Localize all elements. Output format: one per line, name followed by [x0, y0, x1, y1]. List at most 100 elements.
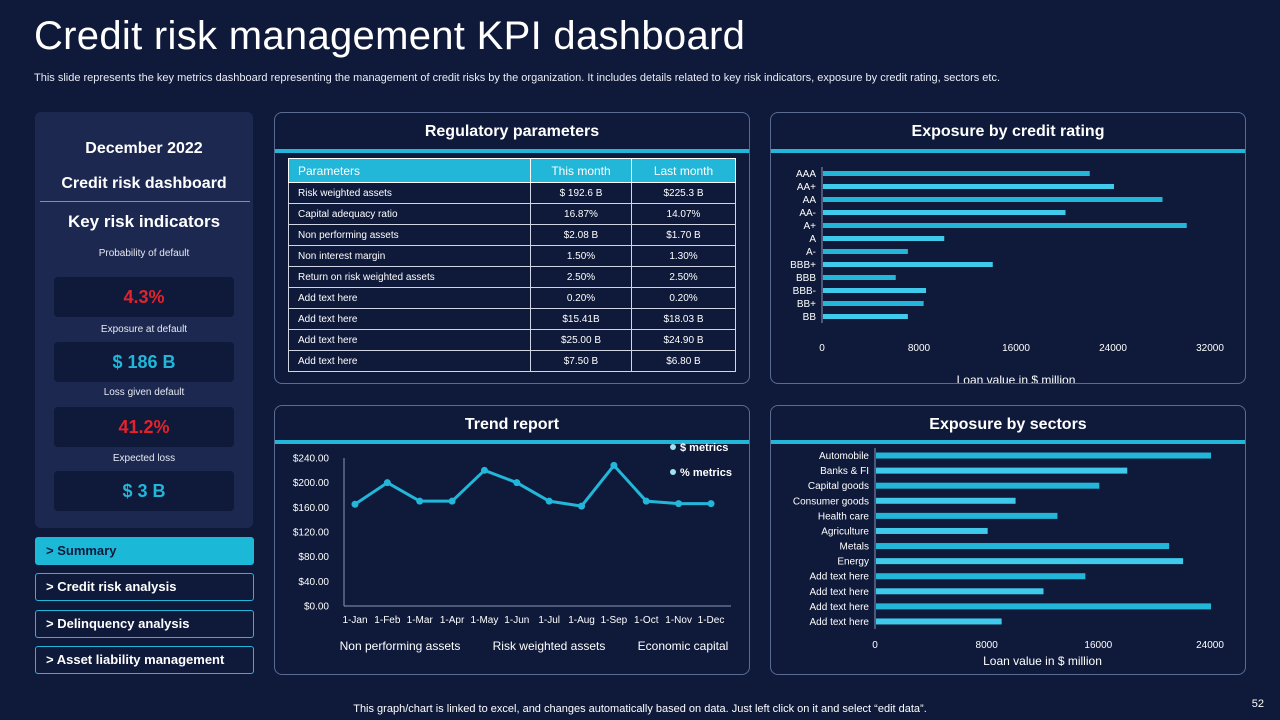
- table-cell: Non interest margin: [288, 245, 531, 267]
- table-cell: $15.41B: [530, 308, 632, 330]
- sectors-chart: Automobile Banks & FI Capital goods Consume…: [793, 448, 1224, 668]
- category-group-label: Risk weighted assets: [493, 639, 606, 653]
- tick-label: 8000: [976, 640, 999, 651]
- bar: [823, 301, 924, 306]
- bar: [876, 482, 1100, 489]
- table-cell: Capital adequacy ratio: [288, 203, 531, 225]
- category-label: AA-: [799, 208, 816, 219]
- tick-label: $120.00: [293, 528, 330, 539]
- category-group-label: Economic capital: [638, 639, 729, 653]
- category-label: A-: [806, 247, 816, 258]
- bar: [823, 184, 1114, 189]
- category-label: BB+: [797, 299, 816, 310]
- bar: [823, 262, 993, 267]
- table-row: Non performing assets $2.08 B $1.70 B: [288, 224, 736, 246]
- table-cell: $1.70 B: [631, 224, 736, 246]
- table-header-row: Parameters This month Last month: [288, 158, 736, 183]
- kri-panel: December 2022 Credit risk dashboard Key …: [35, 112, 253, 528]
- bar: [876, 467, 1128, 474]
- legend-marker: [670, 444, 676, 450]
- bar: [876, 512, 1058, 519]
- category-label: BBB+: [790, 260, 816, 271]
- divider: [40, 201, 250, 202]
- tick-label: $160.00: [293, 503, 330, 514]
- tick-label: 24000: [1196, 640, 1224, 651]
- kpi-label-el: Expected loss: [112, 453, 176, 464]
- table-cell: $24.90 B: [631, 329, 736, 351]
- table-cell: $7.50 B: [530, 350, 632, 372]
- kpi-value-pd: 4.3%: [54, 277, 234, 317]
- nav-delinquency-analysis-button[interactable]: > Delinquency analysis: [35, 610, 254, 638]
- data-point: [642, 497, 650, 505]
- tick-label: 1-Oct: [634, 615, 659, 626]
- category-label: Health care: [818, 511, 870, 522]
- category-label: AA+: [797, 182, 816, 193]
- table-row: Capital adequacy ratio 16.87% 14.07%: [288, 203, 736, 225]
- credit-rating-title: Exposure by credit rating: [911, 123, 1105, 140]
- data-point: [448, 497, 456, 505]
- table-cell: 2.50%: [631, 266, 736, 288]
- series-line: [354, 463, 711, 508]
- table-row: Add text here $15.41B $18.03 B: [288, 308, 736, 330]
- tick-label: 1-Feb: [374, 615, 401, 626]
- tick-label: 1-Sep: [601, 615, 628, 626]
- category-label: Agriculture: [821, 526, 869, 537]
- bar: [876, 527, 988, 534]
- trend-panel: Trend report $0.00 $40.00 $80.00 $120.00 $16…: [274, 405, 750, 675]
- category-label: A+: [803, 221, 816, 232]
- table-row: Add text here $25.00 B $24.90 B: [288, 329, 736, 351]
- bar: [876, 543, 1170, 550]
- table-row: Add text here $7.50 B $6.80 B: [288, 350, 736, 372]
- category-label: AAA: [796, 169, 816, 180]
- table-cell: $225.3 B: [631, 182, 736, 204]
- col-header: Parameters: [288, 158, 531, 183]
- category-label: BBB-: [793, 286, 816, 297]
- kpi-label-ead: Exposure at default: [100, 324, 188, 335]
- tick-label: $80.00: [298, 552, 329, 563]
- category-label: Add text here: [810, 587, 870, 598]
- tick-label: $40.00: [298, 577, 329, 588]
- data-point: [675, 500, 683, 508]
- nav-asset-liability-button[interactable]: > Asset liability management: [35, 646, 254, 674]
- panel-rule: [771, 149, 1245, 153]
- col-header: Last month: [631, 158, 736, 183]
- table-cell: $ 192.6 B: [530, 182, 632, 204]
- tick-label: 8000: [908, 343, 931, 354]
- data-point: [610, 461, 618, 469]
- regulatory-title: Regulatory parameters: [424, 123, 600, 140]
- bar: [823, 275, 896, 280]
- page-number: 52: [1251, 698, 1264, 710]
- tick-label: 1-Apr: [440, 615, 465, 626]
- trend-chart: $0.00 $40.00 $80.00 $120.00 $160.00 $200.00 $2…: [293, 442, 732, 653]
- tick-label: 1-May: [471, 615, 499, 626]
- tick-label: 1-Jul: [538, 615, 560, 626]
- data-point: [513, 479, 521, 487]
- tick-label: 32000: [1196, 343, 1224, 354]
- panel-rule: [275, 149, 749, 153]
- kpi-label-pd: Probability of default: [98, 248, 190, 259]
- nav-credit-risk-analysis-button[interactable]: > Credit risk analysis: [35, 573, 254, 601]
- bar: [876, 497, 1016, 504]
- table-cell: Non performing assets: [288, 224, 531, 246]
- regulatory-panel: Regulatory parameters Parameters This mo…: [274, 112, 750, 384]
- kpi-value-el: $ 3 B: [54, 471, 234, 511]
- nav-summary-button[interactable]: > Summary: [35, 537, 254, 565]
- bar: [876, 558, 1184, 565]
- category-label: A: [809, 234, 816, 245]
- table-row: Non interest margin 1.50% 1.30%: [288, 245, 736, 267]
- bar: [876, 452, 1211, 459]
- category-label: AA: [803, 195, 817, 206]
- tick-label: $0.00: [304, 602, 329, 613]
- tick-label: 0: [819, 343, 825, 354]
- data-point: [545, 497, 553, 505]
- category-label: Add text here: [810, 617, 870, 628]
- col-header: This month: [530, 158, 632, 183]
- legend-label: % metrics: [680, 467, 732, 479]
- bar: [823, 314, 908, 319]
- tick-label: 1-Jun: [504, 615, 529, 626]
- table-cell: $6.80 B: [631, 350, 736, 372]
- axis-label: Loan value in $ million: [983, 654, 1102, 668]
- tick-label: $200.00: [293, 478, 330, 489]
- category-label: Energy: [837, 557, 869, 568]
